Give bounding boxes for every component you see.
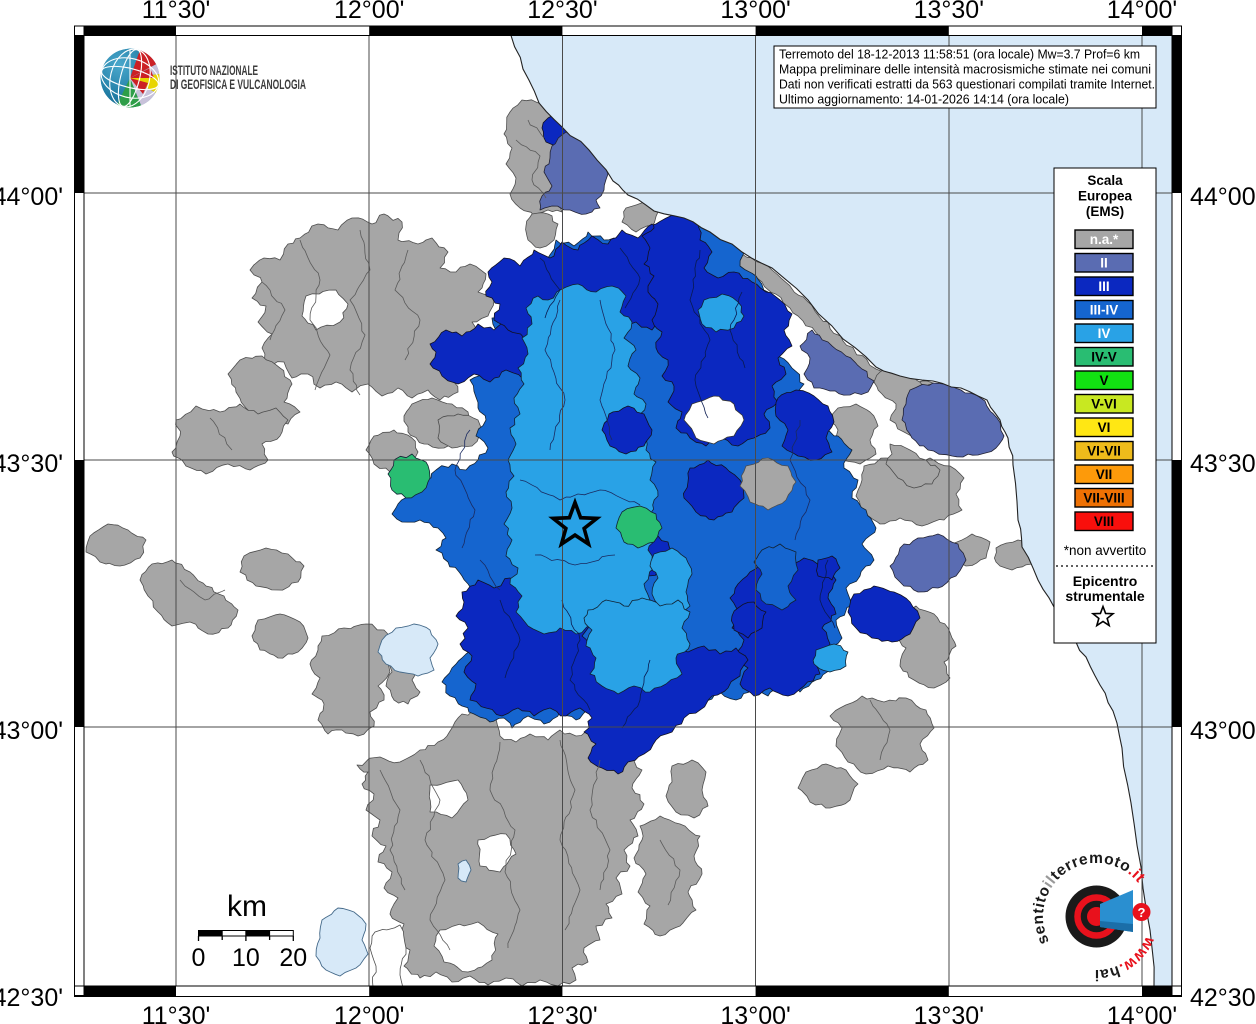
- svg-text:12°30': 12°30': [527, 0, 597, 24]
- svg-text:43°30': 43°30': [1190, 450, 1256, 478]
- svg-text:11°30': 11°30': [142, 1002, 211, 1024]
- svg-text:*non avvertito: *non avvertito: [1064, 543, 1147, 558]
- svg-text:V: V: [1099, 373, 1108, 388]
- svg-text:Epicentro: Epicentro: [1073, 573, 1138, 589]
- svg-text:13°30': 13°30': [914, 0, 984, 24]
- svg-text:43°00': 43°00': [1190, 717, 1256, 745]
- svg-text:14°00': 14°00': [1107, 0, 1177, 24]
- svg-text:43°30': 43°30': [0, 450, 63, 478]
- svg-text:VIII: VIII: [1094, 514, 1114, 529]
- svg-text:42°30': 42°30': [1190, 984, 1256, 1012]
- svg-text:14°00': 14°00': [1107, 1002, 1177, 1024]
- svg-text:km: km: [227, 890, 267, 923]
- svg-text:13°30': 13°30': [914, 1002, 984, 1024]
- svg-text:12°00': 12°00': [334, 1002, 404, 1024]
- svg-text:20: 20: [279, 944, 307, 972]
- svg-text:Scala: Scala: [1087, 173, 1123, 188]
- svg-text:11°30': 11°30': [142, 0, 211, 24]
- svg-text:Europea: Europea: [1078, 189, 1133, 204]
- svg-text:IV-V: IV-V: [1091, 350, 1117, 365]
- svg-text:44°00': 44°00': [1190, 183, 1256, 211]
- svg-text:13°00': 13°00': [720, 1002, 790, 1024]
- svg-text:10: 10: [232, 944, 260, 972]
- svg-text:n.a.*: n.a.*: [1090, 232, 1119, 247]
- svg-text:VII: VII: [1096, 467, 1113, 482]
- svg-text:II: II: [1100, 256, 1108, 271]
- svg-text:Mappa preliminare delle intens: Mappa preliminare delle intensità macros…: [779, 62, 1151, 77]
- svg-text:43°00': 43°00': [0, 717, 63, 745]
- svg-text:(EMS): (EMS): [1086, 204, 1124, 219]
- svg-text:Terremoto del 18-12-2013 11:58: Terremoto del 18-12-2013 11:58:51 (ora l…: [779, 47, 1140, 62]
- svg-text:III-IV: III-IV: [1090, 303, 1119, 318]
- svg-text:?: ?: [1138, 905, 1146, 920]
- svg-text:strumentale: strumentale: [1065, 588, 1145, 604]
- svg-text:Ultimo aggiornamento: 14-01-20: Ultimo aggiornamento: 14-01-2026 14:14 (…: [779, 92, 1069, 107]
- svg-text:Dati non verificati estratti d: Dati non verificati estratti da 563 ques…: [779, 77, 1155, 92]
- svg-text:42°30': 42°30': [0, 984, 63, 1012]
- svg-text:IV: IV: [1098, 326, 1111, 341]
- svg-text:44°00': 44°00': [0, 183, 63, 211]
- svg-text:13°00': 13°00': [720, 0, 790, 24]
- svg-text:VII-VIII: VII-VIII: [1083, 491, 1124, 506]
- svg-text:ISTITUTO NAZIONALE: ISTITUTO NAZIONALE: [170, 63, 258, 78]
- svg-text:III: III: [1098, 279, 1109, 294]
- svg-text:DI GEOFISICA E VULCANOLOGIA: DI GEOFISICA E VULCANOLOGIA: [170, 77, 306, 92]
- svg-text:VI: VI: [1098, 420, 1111, 435]
- svg-text:V-VI: V-VI: [1091, 397, 1117, 412]
- svg-text:0: 0: [192, 944, 206, 972]
- svg-text:12°30': 12°30': [527, 1002, 597, 1024]
- svg-text:VI-VII: VI-VII: [1087, 444, 1121, 459]
- svg-text:12°00': 12°00': [334, 0, 404, 24]
